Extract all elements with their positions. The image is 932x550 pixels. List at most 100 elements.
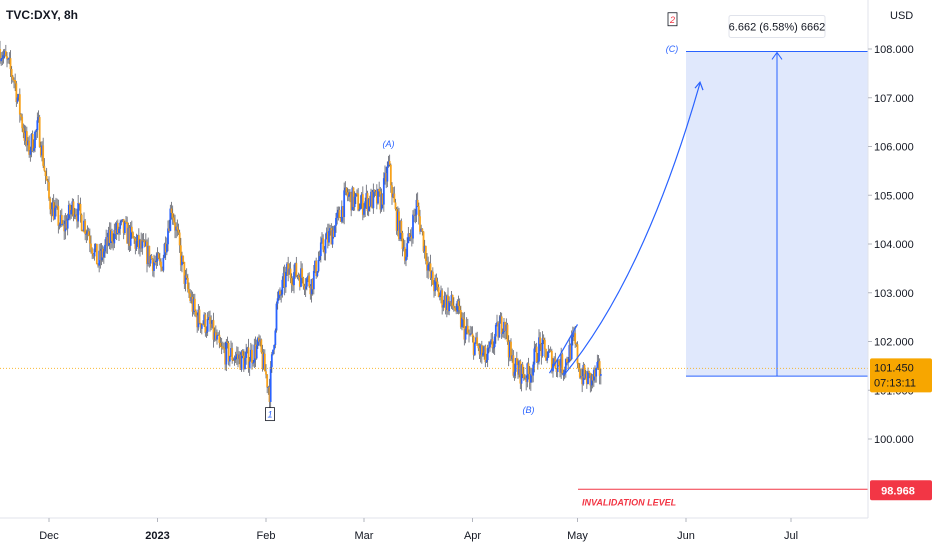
candle-body [322, 238, 325, 250]
candle-body [36, 120, 39, 131]
candle-body [564, 359, 567, 371]
candle-body [128, 227, 131, 246]
candle-body [308, 275, 311, 287]
candle-body [307, 275, 309, 279]
candle-body [71, 201, 74, 210]
candle-body [92, 253, 95, 257]
candle-body [88, 235, 91, 244]
candle-body [283, 273, 286, 288]
candle-body [542, 338, 545, 340]
candle-body [181, 255, 183, 266]
candle-body [364, 201, 367, 209]
candle-body [513, 371, 516, 376]
candle-body [479, 345, 482, 355]
y-tick-label: 108.000 [874, 44, 914, 56]
candle-body [267, 386, 270, 388]
candle-body [491, 339, 494, 349]
candle-body [430, 271, 433, 278]
candle-body [186, 277, 189, 290]
candle-body [420, 228, 423, 232]
candle-body [108, 229, 111, 243]
candle-body [248, 361, 251, 369]
candle-body [245, 351, 248, 358]
candle-body [256, 338, 259, 346]
candle-body [345, 187, 348, 193]
candle-body [485, 360, 488, 363]
candle-body [559, 365, 561, 373]
candle-body [336, 212, 339, 218]
candle-body [64, 220, 67, 232]
candle-body [121, 219, 124, 221]
candle-body [546, 357, 549, 361]
candle-body [550, 350, 553, 372]
candle-body [468, 332, 470, 335]
candle-body [190, 297, 193, 301]
candle-body [379, 191, 382, 210]
candle-body [500, 316, 503, 334]
candle-body [207, 317, 210, 320]
candle-body [506, 324, 509, 342]
candle-body [599, 374, 602, 376]
candle-body [213, 332, 216, 340]
candle-body [44, 170, 47, 177]
invalidation-tag [870, 480, 932, 501]
candle-body [104, 244, 106, 252]
candle-body [589, 372, 592, 386]
candle-body [197, 309, 200, 328]
candle-body [590, 375, 593, 386]
candle-body [366, 193, 369, 212]
candle-body [86, 231, 89, 234]
candle-body [407, 233, 410, 244]
candle-body [465, 325, 468, 330]
candle-body [357, 193, 360, 211]
candle-body [293, 272, 295, 286]
candle-body [344, 187, 347, 191]
candle-body [568, 345, 571, 363]
candle-body [577, 363, 580, 370]
candle-body [253, 344, 256, 363]
candle-body [109, 230, 112, 243]
candle-body [170, 208, 173, 213]
candle-body [497, 322, 500, 338]
candle-body [53, 207, 56, 220]
candle-body [130, 226, 133, 233]
candle-body [398, 211, 400, 240]
candle-body [80, 214, 83, 231]
candle-body [21, 116, 24, 129]
candle-body [456, 301, 459, 312]
candles-layer [0, 40, 602, 409]
candle-body [314, 260, 316, 271]
candle-body [65, 220, 68, 229]
projection-layer: 6.662 (6.58%) 6662 [686, 14, 868, 377]
candle-body [415, 199, 418, 215]
candle-body [410, 235, 413, 239]
candle-body [371, 191, 374, 209]
candle-body [296, 275, 299, 277]
candle-body [303, 286, 306, 290]
candle-body [381, 194, 384, 205]
invalidation-label: 98.968 [881, 485, 915, 497]
candle-body [39, 147, 42, 156]
candle-body [15, 83, 18, 103]
candle-body [107, 229, 110, 246]
candle-body [18, 94, 21, 115]
candle-body [480, 345, 483, 356]
candle-body [142, 240, 145, 242]
wave-label: 2 [669, 15, 675, 25]
candle-body [66, 218, 69, 229]
candle-body [226, 341, 229, 344]
candle-body [100, 248, 103, 261]
candle-body [501, 331, 504, 334]
candle-body [282, 273, 285, 280]
candle-body [482, 352, 484, 356]
candle-body [338, 209, 341, 218]
y-tick-label: 106.000 [874, 142, 914, 154]
candle-body [191, 297, 194, 312]
candle-body [393, 193, 396, 203]
candle-body [263, 353, 266, 372]
candle-body [67, 204, 70, 219]
candle-body [392, 193, 395, 198]
candle-body [174, 222, 176, 231]
candle-body [0, 49, 1, 62]
